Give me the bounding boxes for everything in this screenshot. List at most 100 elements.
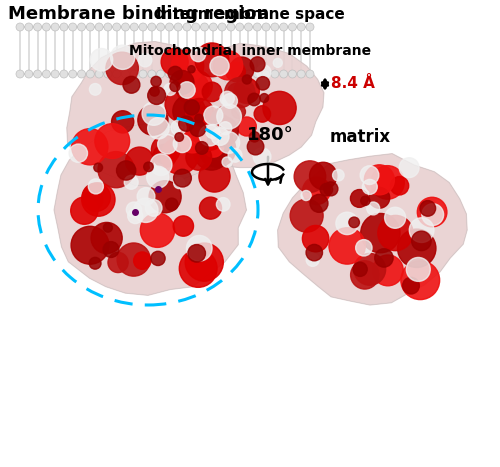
Circle shape [183, 120, 204, 141]
Circle shape [90, 84, 101, 95]
Circle shape [98, 152, 134, 188]
Circle shape [220, 91, 234, 106]
Circle shape [188, 66, 195, 73]
Circle shape [178, 116, 194, 131]
Circle shape [248, 93, 260, 106]
Circle shape [254, 106, 270, 122]
Circle shape [191, 47, 206, 62]
Circle shape [236, 70, 244, 78]
Circle shape [218, 23, 226, 31]
Circle shape [193, 119, 225, 150]
Circle shape [244, 23, 252, 31]
Circle shape [204, 106, 223, 125]
Circle shape [374, 249, 393, 267]
Circle shape [173, 216, 194, 236]
Circle shape [372, 255, 404, 286]
Circle shape [34, 23, 42, 31]
Circle shape [130, 70, 138, 78]
Circle shape [302, 177, 330, 205]
Circle shape [42, 23, 50, 31]
Circle shape [227, 23, 235, 31]
Polygon shape [166, 43, 324, 168]
Circle shape [208, 116, 238, 147]
Text: 8.4 Å: 8.4 Å [331, 77, 375, 92]
Circle shape [329, 228, 366, 264]
Circle shape [176, 72, 209, 105]
Circle shape [199, 161, 230, 192]
Circle shape [186, 144, 212, 170]
Circle shape [161, 137, 198, 174]
Circle shape [418, 197, 447, 227]
Circle shape [146, 166, 169, 188]
Circle shape [237, 117, 256, 136]
Circle shape [174, 169, 192, 187]
Circle shape [95, 70, 103, 78]
Circle shape [51, 23, 59, 31]
Circle shape [230, 57, 254, 81]
Circle shape [217, 104, 242, 129]
Circle shape [306, 244, 322, 261]
Circle shape [239, 88, 253, 102]
Circle shape [200, 70, 208, 78]
Circle shape [104, 23, 112, 31]
Circle shape [280, 70, 287, 78]
Circle shape [86, 70, 94, 78]
Circle shape [401, 261, 440, 300]
Circle shape [148, 86, 166, 105]
Circle shape [378, 215, 413, 251]
Circle shape [173, 95, 206, 127]
Circle shape [302, 226, 329, 252]
Circle shape [174, 177, 184, 189]
Circle shape [69, 144, 87, 163]
Circle shape [224, 78, 255, 108]
Polygon shape [67, 42, 237, 186]
Circle shape [16, 23, 24, 31]
Circle shape [190, 120, 206, 136]
Circle shape [180, 249, 217, 287]
Circle shape [90, 49, 112, 71]
Circle shape [148, 23, 156, 31]
Circle shape [148, 70, 156, 78]
Circle shape [68, 70, 76, 78]
Text: Intermembrane space: Intermembrane space [156, 7, 344, 21]
Circle shape [84, 191, 103, 210]
Circle shape [192, 70, 200, 78]
Circle shape [402, 277, 419, 294]
Circle shape [250, 57, 265, 71]
Circle shape [179, 126, 206, 153]
Circle shape [151, 76, 161, 86]
Circle shape [178, 82, 195, 98]
Circle shape [274, 58, 282, 67]
Circle shape [72, 129, 108, 165]
Circle shape [110, 45, 135, 70]
Circle shape [208, 122, 233, 147]
Circle shape [171, 120, 186, 135]
Circle shape [126, 202, 142, 217]
Circle shape [150, 87, 159, 96]
Circle shape [199, 125, 220, 146]
Circle shape [126, 147, 154, 175]
Circle shape [212, 127, 229, 145]
Circle shape [60, 70, 68, 78]
Circle shape [310, 194, 328, 212]
Circle shape [16, 70, 24, 78]
Circle shape [70, 197, 98, 224]
Circle shape [256, 65, 271, 79]
Circle shape [112, 70, 120, 78]
Circle shape [263, 92, 296, 125]
Circle shape [228, 83, 246, 102]
Text: 180°: 180° [246, 126, 294, 144]
Circle shape [186, 99, 214, 126]
Circle shape [82, 183, 110, 212]
Circle shape [410, 218, 434, 242]
Circle shape [306, 254, 319, 266]
Circle shape [253, 148, 271, 165]
Circle shape [164, 84, 176, 95]
Circle shape [42, 70, 50, 78]
Circle shape [181, 70, 212, 102]
Circle shape [68, 23, 76, 31]
Circle shape [200, 23, 208, 31]
Circle shape [195, 114, 203, 122]
Circle shape [78, 23, 86, 31]
Circle shape [306, 23, 314, 31]
